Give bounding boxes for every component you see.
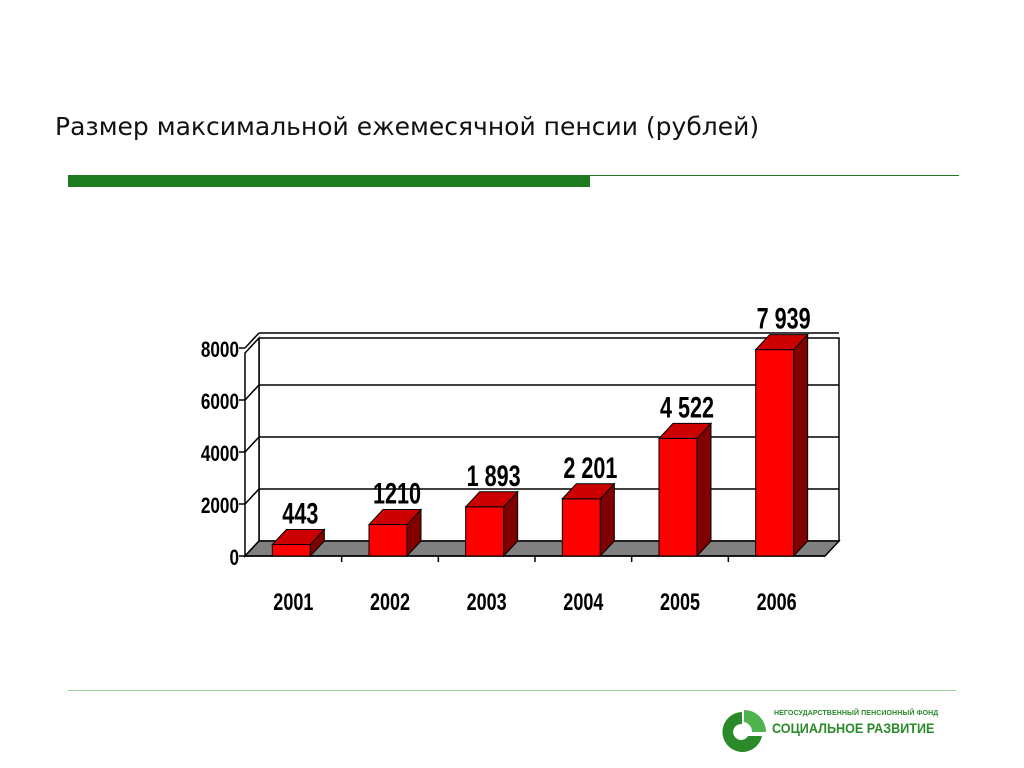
gridline-diagonal-6000 [244,384,260,401]
x-tick-label-2006: 2006 [757,590,797,616]
y-tick-label-0: 0 [229,546,239,571]
bar-top-2004 [561,483,616,500]
bar-side-2005 [696,422,712,558]
data-label-2002: 1210 [373,476,421,510]
bar-top-2002 [367,509,423,526]
logo-subtitle: НЕГОСУДАРСТВЕННЫЙ ПЕНСИОННЫЙ ФОНД [774,710,939,717]
chart-back-wall [258,337,840,542]
gridline-diagonal-2000 [244,488,260,505]
logo-emblem-icon [722,710,766,752]
data-label-2004: 2 201 [563,450,617,484]
title-underline-thick [68,175,590,187]
y-tick-label-8000: 8000 [201,338,239,363]
bar-2006 [755,349,795,557]
y-tick-label-6000: 6000 [201,390,239,415]
bar-2003 [465,506,505,557]
title-underline-thin [590,175,959,176]
x-tick-label-2004: 2004 [563,590,603,616]
y-tick-label-4000: 4000 [201,442,239,467]
bar-2001 [271,543,311,557]
data-label-2001: 443 [282,496,318,530]
bar-2005 [658,437,698,557]
x-tick-label-2002: 2002 [370,590,410,616]
bar-side-2006 [793,333,809,558]
bar-2002 [368,524,408,557]
footer-divider [68,690,956,691]
x-tick-label-2001: 2001 [273,590,313,616]
y-tick-label-2000: 2000 [201,494,239,519]
logo: НЕГОСУДАРСТВЕННЫЙ ПЕНСИОННЫЙ ФОНД СОЦИАЛ… [714,706,964,756]
bar-top-2006 [754,334,809,351]
bar-top-2005 [657,422,713,439]
logo-name: СОЦИАЛЬНОЕ РАЗВИТИЕ [772,720,935,736]
data-label-2005: 4 522 [660,390,714,424]
bar-2004 [561,498,601,557]
data-label-2006: 7 939 [757,301,811,335]
data-label-2003: 1 893 [467,458,521,492]
slide-title: Размер максимальной ежемесячной пенсии (… [55,112,760,141]
gridline-diagonal-4000 [244,436,260,453]
bar-top-2001 [271,528,326,545]
chart-side-wall [244,336,260,558]
chart-floor [243,540,841,557]
x-tick-label-2003: 2003 [467,590,507,616]
bar-top-2003 [464,491,519,508]
gridline-diagonal-8000 [244,332,260,349]
x-tick-label-2005: 2005 [660,590,700,616]
